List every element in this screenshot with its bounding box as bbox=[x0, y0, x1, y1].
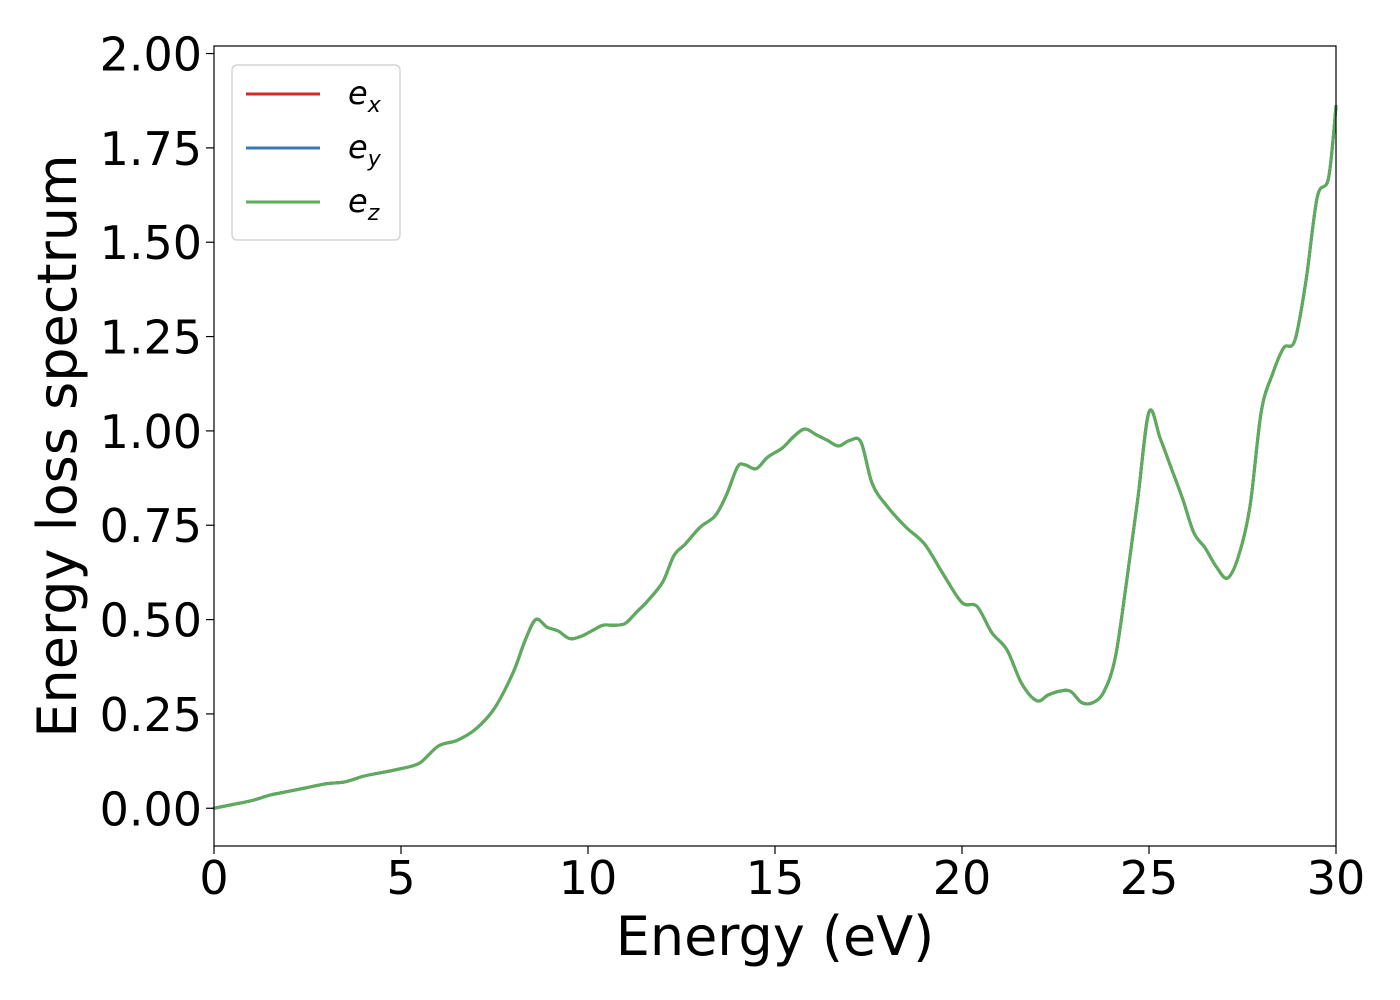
legend-label-base: e bbox=[348, 128, 368, 166]
x-tick-label: 0 bbox=[199, 851, 228, 905]
y-tick-label: 1.00 bbox=[100, 405, 202, 459]
legend-label-subscript: z bbox=[367, 201, 380, 226]
x-axis-ticks: 0 5 10 15 20 25 30 bbox=[199, 846, 1365, 905]
x-tick-label: 30 bbox=[1307, 851, 1366, 905]
y-tick-label: 0.50 bbox=[100, 594, 202, 648]
y-tick-label: 1.50 bbox=[100, 216, 202, 270]
y-axis-label: Energy loss spectrum bbox=[26, 154, 89, 737]
legend-box bbox=[231, 64, 401, 241]
legend-label: ez bbox=[348, 182, 380, 226]
x-tick-label: 10 bbox=[559, 851, 618, 905]
legend-label: ey bbox=[348, 128, 382, 172]
y-tick-label: 0.00 bbox=[100, 782, 202, 836]
y-tick-label: 1.75 bbox=[100, 122, 202, 176]
x-tick-label: 15 bbox=[746, 851, 805, 905]
x-axis-label: Energy (eV) bbox=[616, 905, 935, 968]
y-tick-label: 0.75 bbox=[100, 499, 202, 553]
y-tick-label: 2.00 bbox=[100, 28, 202, 82]
legend-label-subscript: x bbox=[367, 93, 382, 118]
legend-label-base: e bbox=[348, 74, 368, 112]
legend-label: ex bbox=[348, 74, 382, 118]
x-tick-label: 20 bbox=[933, 851, 992, 905]
plot-background bbox=[214, 46, 1336, 846]
legend-label-subscript: y bbox=[367, 147, 382, 172]
series-layer bbox=[212, 104, 1338, 810]
series-line-e-z bbox=[212, 104, 1338, 810]
x-tick-label: 5 bbox=[386, 851, 415, 905]
legend-label-base: e bbox=[348, 182, 368, 220]
x-tick-label: 25 bbox=[1120, 851, 1179, 905]
y-tick-label: 1.25 bbox=[100, 311, 202, 365]
y-tick-label: 0.25 bbox=[100, 688, 202, 742]
y-axis-ticks: 0.00 0.25 0.50 0.75 1.00 1.25 1.50 1.75 2.00 bbox=[100, 28, 214, 836]
